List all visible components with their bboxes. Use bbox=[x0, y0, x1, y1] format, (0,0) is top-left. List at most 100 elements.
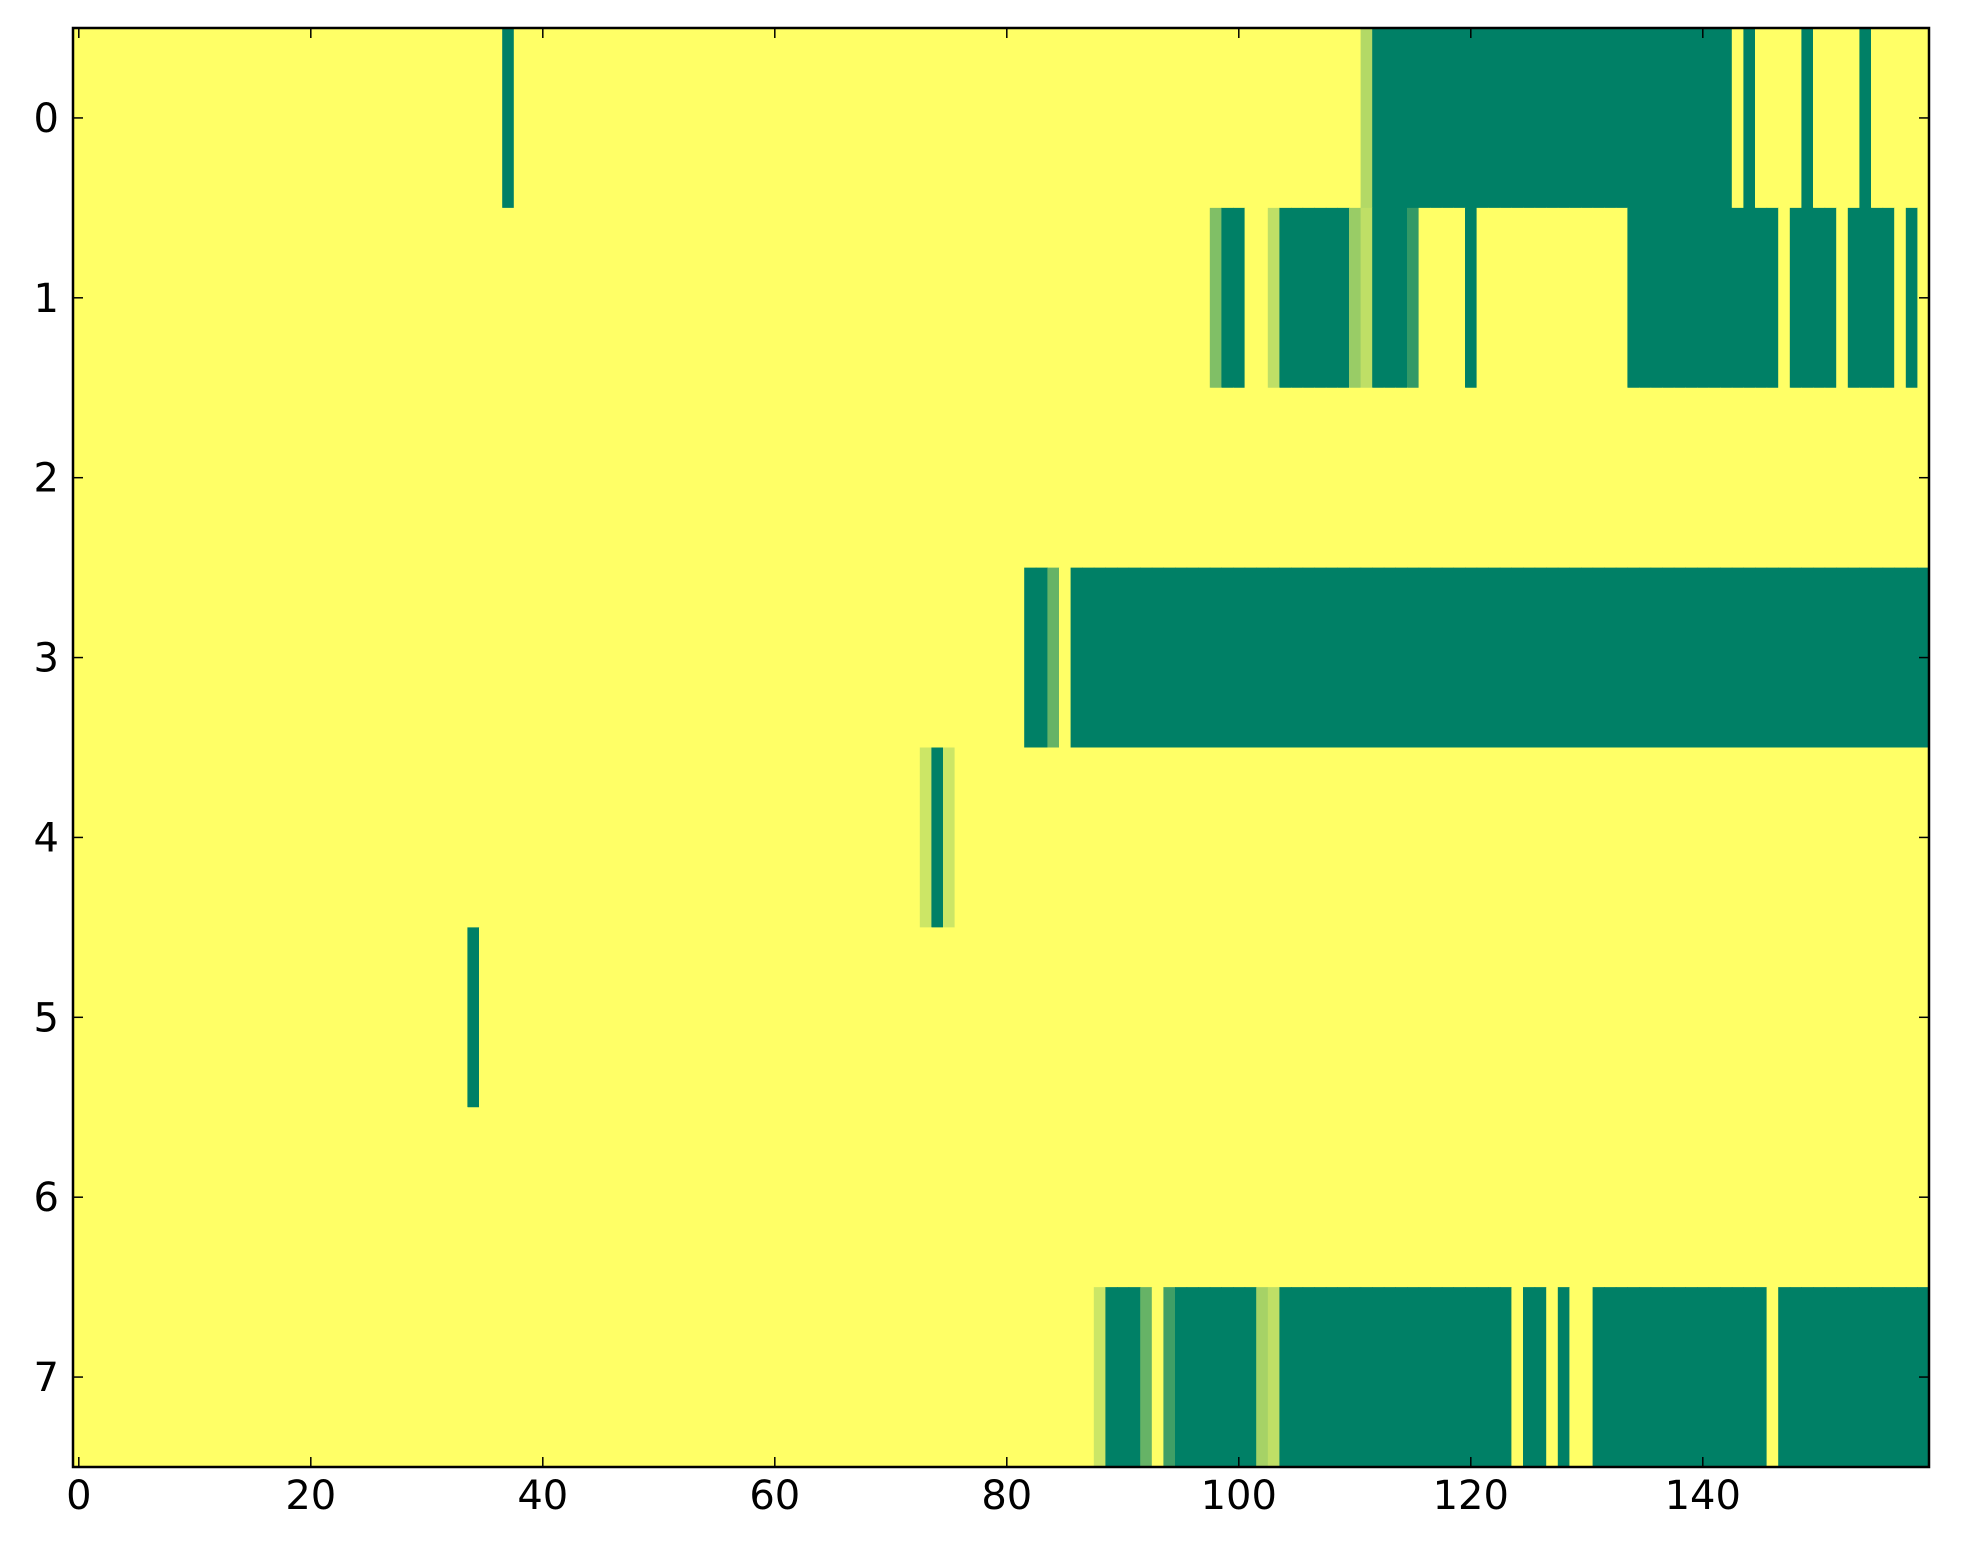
cell bbox=[931, 747, 944, 928]
cell bbox=[1766, 927, 1779, 1108]
cell bbox=[1070, 1107, 1083, 1288]
cell bbox=[954, 567, 967, 749]
cell bbox=[1639, 567, 1652, 749]
cell bbox=[444, 747, 457, 928]
cell bbox=[699, 1107, 712, 1288]
cell bbox=[966, 28, 979, 209]
cell bbox=[1128, 1287, 1141, 1468]
cell bbox=[676, 567, 689, 749]
cell bbox=[641, 927, 654, 1108]
cell bbox=[212, 567, 225, 749]
cell bbox=[1221, 747, 1234, 928]
cell bbox=[548, 1287, 561, 1468]
cell bbox=[757, 1107, 770, 1288]
cell bbox=[131, 207, 144, 389]
cell bbox=[177, 207, 190, 389]
cell bbox=[827, 567, 840, 749]
cell bbox=[374, 1287, 387, 1468]
cell bbox=[1871, 927, 1884, 1108]
cell bbox=[1488, 28, 1501, 209]
cell bbox=[1267, 747, 1280, 928]
cell bbox=[769, 927, 782, 1108]
cell bbox=[1244, 567, 1257, 749]
cell bbox=[1720, 747, 1733, 928]
cell bbox=[1615, 1287, 1628, 1468]
cell bbox=[1209, 28, 1222, 209]
cell bbox=[1314, 28, 1327, 209]
cell bbox=[119, 927, 132, 1108]
cell bbox=[560, 207, 573, 389]
cell bbox=[1569, 28, 1582, 209]
cell bbox=[363, 387, 376, 569]
cell bbox=[1082, 927, 1095, 1108]
cell bbox=[189, 28, 202, 209]
cell bbox=[212, 1107, 225, 1288]
cell bbox=[165, 927, 178, 1108]
cell bbox=[502, 747, 515, 928]
cell bbox=[711, 387, 724, 569]
cell bbox=[966, 567, 979, 749]
cell bbox=[1256, 927, 1269, 1108]
cell bbox=[885, 28, 898, 209]
cell bbox=[223, 207, 236, 389]
cell bbox=[1070, 387, 1083, 569]
cell bbox=[757, 207, 770, 389]
cell bbox=[1070, 1287, 1083, 1468]
cell bbox=[815, 207, 828, 389]
cell bbox=[235, 207, 248, 389]
cell bbox=[223, 1107, 236, 1288]
cell bbox=[1894, 207, 1907, 389]
cell bbox=[966, 747, 979, 928]
cell bbox=[316, 747, 329, 928]
cell bbox=[583, 387, 596, 569]
cell bbox=[1488, 747, 1501, 928]
cell bbox=[1743, 567, 1756, 749]
cell bbox=[676, 207, 689, 389]
cell bbox=[664, 927, 677, 1108]
cell bbox=[1534, 567, 1547, 749]
cell bbox=[560, 747, 573, 928]
cell bbox=[328, 567, 341, 749]
cell bbox=[1128, 207, 1141, 389]
cell bbox=[1905, 207, 1918, 389]
cell bbox=[455, 207, 468, 389]
cell bbox=[189, 207, 202, 389]
cell bbox=[919, 387, 932, 569]
cell bbox=[119, 747, 132, 928]
cell bbox=[885, 927, 898, 1108]
cell bbox=[119, 1107, 132, 1288]
cell bbox=[1743, 1107, 1756, 1288]
cell bbox=[165, 567, 178, 749]
cell bbox=[1778, 1107, 1791, 1288]
cell bbox=[154, 207, 167, 389]
cell bbox=[595, 207, 608, 389]
cell bbox=[1198, 1287, 1211, 1468]
cell bbox=[374, 747, 387, 928]
cell bbox=[803, 1107, 816, 1288]
cell bbox=[1650, 1287, 1663, 1468]
cell bbox=[1093, 207, 1106, 389]
cell bbox=[757, 567, 770, 749]
cell bbox=[1163, 1287, 1176, 1468]
cell bbox=[1813, 1287, 1826, 1468]
cell bbox=[212, 1287, 225, 1468]
x-tick-label: 120 bbox=[1433, 1473, 1509, 1519]
cell bbox=[235, 1107, 248, 1288]
cell bbox=[769, 747, 782, 928]
cell bbox=[931, 1107, 944, 1288]
cell bbox=[1662, 927, 1675, 1108]
cell bbox=[328, 1107, 341, 1288]
cell bbox=[305, 1287, 318, 1468]
cell bbox=[792, 28, 805, 209]
cell bbox=[1882, 28, 1895, 209]
cell bbox=[1395, 207, 1408, 389]
cell bbox=[1059, 1107, 1072, 1288]
cell bbox=[803, 207, 816, 389]
cell bbox=[1395, 567, 1408, 749]
cell bbox=[374, 927, 387, 1108]
cell bbox=[1697, 567, 1710, 749]
cell bbox=[664, 28, 677, 209]
cell bbox=[1813, 747, 1826, 928]
cell bbox=[1407, 1287, 1420, 1468]
cell bbox=[1117, 1287, 1130, 1468]
